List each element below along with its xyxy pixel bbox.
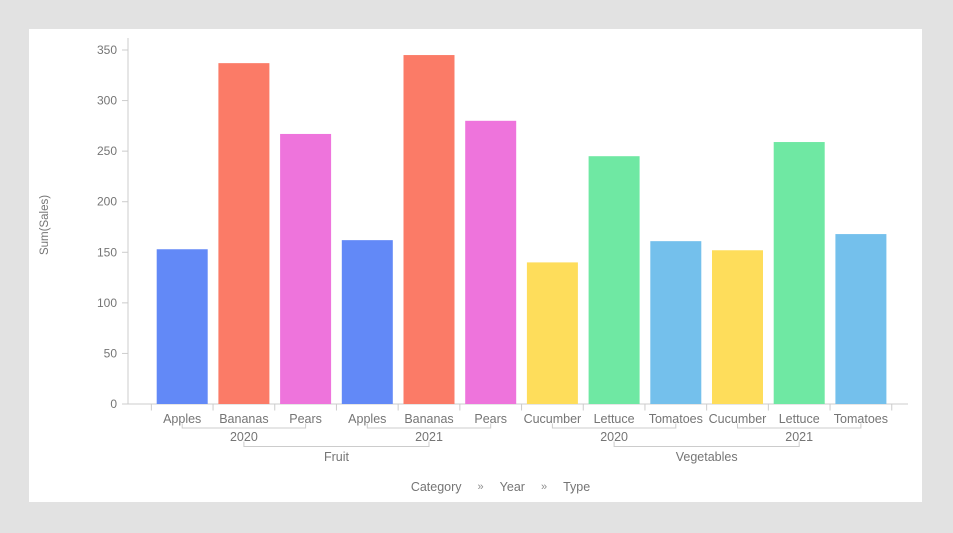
x-label-type: Cucumber	[709, 412, 767, 426]
category-bracket	[613, 441, 800, 447]
x-label-year: 2021	[415, 430, 443, 444]
y-tick-label: 150	[97, 245, 117, 259]
bar-lettuce-2021[interactable]	[773, 142, 825, 404]
bar-cucumber-2020[interactable]	[526, 262, 578, 404]
bar-tomatoes-2021[interactable]	[835, 234, 887, 404]
year-bracket	[181, 423, 307, 429]
bar-lettuce-2020[interactable]	[588, 156, 640, 404]
bar-apples-2021[interactable]	[341, 240, 393, 404]
bar-pears-2021[interactable]	[465, 120, 517, 405]
year-bracket	[737, 423, 862, 429]
breadcrumb-separator-icon: »	[540, 481, 548, 493]
y-tick-label: 300	[97, 94, 117, 108]
x-label-type: Bananas	[404, 412, 453, 426]
year-bracket	[551, 423, 677, 429]
x-label-year: 2020	[230, 430, 258, 444]
x-label-type: Cucumber	[524, 412, 582, 426]
bar-tomatoes-2020[interactable]	[650, 241, 702, 404]
grouped-bar-chart: Sum(Sales) 0 50 100 150 200 250 300 350 Apples Ba…	[39, 38, 908, 464]
y-tick-label: 100	[97, 296, 117, 310]
y-tick-label: 50	[104, 346, 118, 360]
x-label-type: Apples	[348, 412, 386, 426]
x-label-type: Pears	[289, 412, 322, 426]
y-tick-label: 250	[97, 144, 117, 158]
x-label-type: Tomatoes	[649, 412, 703, 426]
y-tick-label: 200	[97, 195, 117, 209]
breadcrumb-item-year[interactable]: Year	[499, 480, 525, 494]
x-label-year: 2020	[600, 430, 628, 444]
x-label-type: Bananas	[219, 412, 268, 426]
drilldown-breadcrumb: Category » Year » Type	[411, 480, 590, 494]
y-tick-label: 350	[97, 43, 117, 57]
y-axis-title: Sum(Sales)	[39, 195, 51, 255]
y-tick-label: 0	[110, 397, 117, 411]
x-label-type: Tomatoes	[834, 412, 888, 426]
breadcrumb-item-category[interactable]: Category	[410, 480, 462, 494]
category-bracket	[243, 441, 430, 447]
year-bracket	[366, 423, 492, 429]
bar-bananas-2020[interactable]	[218, 63, 270, 405]
bar-bananas-2021[interactable]	[403, 55, 455, 405]
x-label-type: Pears	[474, 412, 507, 426]
bar-pears-2020[interactable]	[280, 133, 332, 404]
breadcrumb-separator-icon: »	[477, 481, 484, 493]
breadcrumb-item-type[interactable]: Type	[563, 480, 591, 494]
x-label-category: Fruit	[324, 450, 350, 464]
x-label-type: Lettuce	[779, 412, 820, 426]
bar-apples-2020[interactable]	[156, 249, 208, 404]
x-label-type: Lettuce	[594, 412, 635, 426]
chart-card: Sum(Sales) 0 50 100 150 200 250 300 350 Apples Ba…	[29, 29, 922, 502]
x-label-type: Apples	[163, 412, 201, 426]
bar-cucumber-2021[interactable]	[712, 250, 763, 404]
x-label-category: Vegetables	[676, 450, 738, 464]
x-label-year: 2021	[785, 430, 813, 444]
